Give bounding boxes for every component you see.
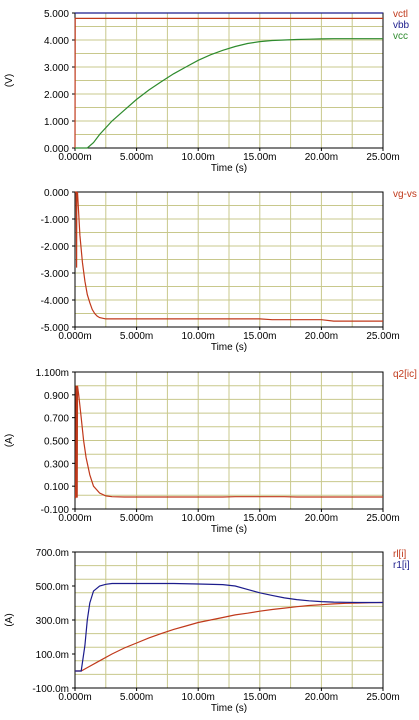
x-axis-label: Time (s) (211, 524, 247, 535)
y-tick-label: -3.000 (41, 269, 70, 280)
x-tick-label: 0.000m (58, 513, 91, 524)
y-tick-label: 0.900 (44, 391, 69, 402)
legend-entry: vcc (393, 31, 408, 42)
legend-entry: r1[i] (393, 560, 410, 571)
x-tick-label: 10.00m (182, 692, 215, 703)
y-tick-label: 1.100m (36, 368, 69, 379)
series-line-vctl (74, 17, 383, 149)
chart-4: 0.000m 5.000m 10.00m 15.00m 20.00m 25.00m -100… (4, 548, 410, 714)
x-tick-label: 10.00m (182, 513, 215, 524)
x-tick-label: 15.00m (243, 692, 276, 703)
y-tick-label: 1.000 (44, 117, 69, 128)
x-tick-label: 15.00m (243, 152, 276, 163)
x-axis-label: Time (s) (211, 163, 247, 174)
x-tick-label: 20.00m (305, 331, 338, 342)
y-tick-label: 4.000 (44, 36, 69, 47)
x-tick-label: 25.00m (366, 331, 399, 342)
x-tick-label: 15.00m (243, 331, 276, 342)
y-tick-label: -2.000 (41, 242, 70, 253)
x-tick-label: 10.00m (182, 331, 215, 342)
legend-entry: vbb (393, 20, 410, 31)
chart-2: 0.000m 5.000m 10.00m 15.00m 20.00m 25.00m -5.0… (41, 188, 417, 353)
x-tick-label: 20.00m (305, 513, 338, 524)
y-tick-label: -5.000 (41, 323, 70, 334)
y-tick-label: 5.000 (44, 9, 69, 20)
grid (75, 552, 383, 688)
y-tick-label: 700.0m (36, 548, 69, 559)
legend-entry: vctl (393, 9, 408, 20)
x-tick-label: 25.00m (366, 692, 399, 703)
plot-frame (74, 191, 384, 328)
x-tick-label: 5.000m (120, 331, 153, 342)
x-tick-label: 20.00m (305, 152, 338, 163)
grid (75, 372, 383, 509)
y-axis-label: (A) (4, 434, 15, 447)
y-tick-label: 3.000 (44, 63, 69, 74)
y-tick-label: 0.500 (44, 437, 69, 448)
x-tick-label: 10.00m (182, 152, 215, 163)
chart-3: 0.000m 5.000m 10.00m 15.00m 20.00m 25.00m -0.1… (4, 368, 417, 535)
y-axis-label: (A) (4, 613, 15, 626)
y-tick-label: 300.0m (36, 616, 69, 627)
x-tick-label: 25.00m (366, 152, 399, 163)
y-axis-label: (V) (4, 74, 15, 87)
x-tick-label: 0.000m (58, 152, 91, 163)
legend-entry: q2[ic] (393, 369, 417, 380)
legend-entry: vg-vs (393, 189, 417, 200)
y-tick-label: 100.0m (36, 650, 69, 661)
x-tick-label: 5.000m (120, 692, 153, 703)
chart-1: 0.000m 5.000m 10.00m 15.00m 20.00m 25.00m 0.00… (4, 9, 410, 174)
y-tick-label: -4.000 (41, 296, 70, 307)
x-axis-label: Time (s) (211, 342, 247, 353)
x-tick-label: 25.00m (366, 513, 399, 524)
y-tick-label: 0.000 (44, 144, 69, 155)
grid (75, 192, 383, 327)
y-tick-label: 0.700 (44, 414, 69, 425)
y-tick-label: -1.000 (41, 215, 70, 226)
x-tick-label: 0.000m (58, 331, 91, 342)
y-tick-label: 2.000 (44, 90, 69, 101)
series-line-vcc (75, 38, 383, 149)
x-tick-label: 20.00m (305, 692, 338, 703)
y-tick-label: 0.100 (44, 482, 69, 493)
grid (75, 13, 383, 148)
legend-entry: rl[i] (393, 549, 407, 560)
y-tick-label: 0.000 (44, 188, 69, 199)
x-tick-label: 5.000m (120, 513, 153, 524)
series-line-q2[ic] (75, 385, 383, 499)
y-tick-label: -0.100 (41, 505, 70, 516)
series-line-vg-vs (75, 191, 383, 322)
x-tick-label: 5.000m (120, 152, 153, 163)
x-tick-label: 15.00m (243, 513, 276, 524)
x-tick-label: 0.000m (58, 692, 91, 703)
x-axis-label: Time (s) (211, 703, 247, 714)
series-line-r1[i] (75, 582, 383, 672)
series-line-rl[i] (75, 601, 384, 672)
y-tick-label: 0.300 (44, 459, 69, 470)
y-tick-label: -100.0m (32, 684, 69, 695)
y-tick-label: 500.0m (36, 582, 69, 593)
